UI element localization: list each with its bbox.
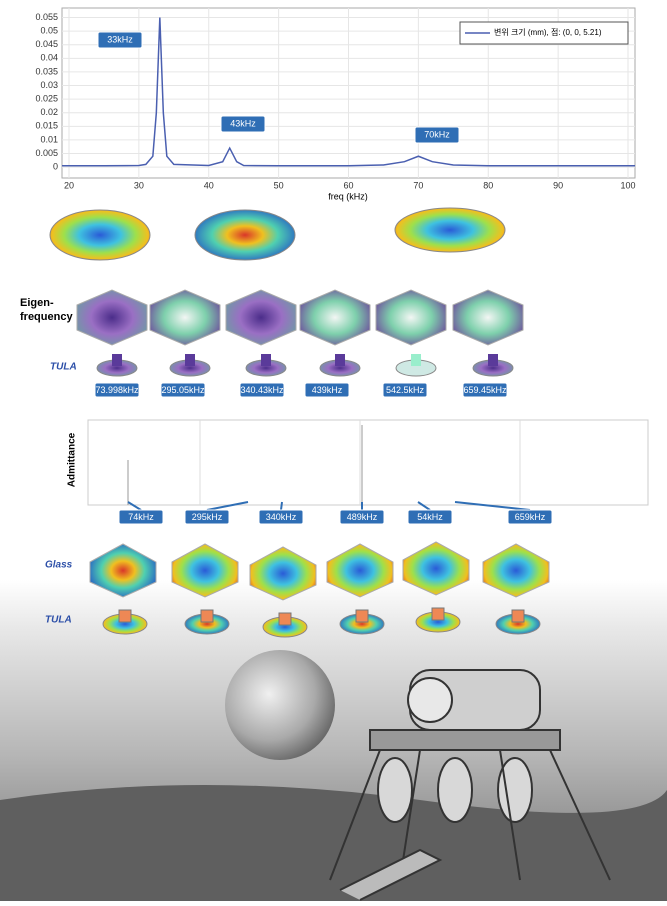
peak-label: 295kHz: [192, 512, 223, 522]
peak-label: 340kHz: [266, 512, 297, 522]
x-tick-label: 90: [553, 180, 563, 190]
frequency-label: 542.5kHz: [386, 385, 425, 395]
eigen-cube: [76, 289, 148, 346]
frequency-label: 295.05kHz: [161, 385, 205, 395]
glass-plate: [171, 543, 239, 598]
tula-disk-top: [200, 609, 214, 623]
tula-icon-top: [185, 354, 195, 366]
annotation-box: [97, 31, 143, 49]
peak-tag: [118, 509, 164, 525]
y-tick-label: 0.015: [35, 121, 58, 131]
y-tick-label: 0.025: [35, 93, 58, 103]
legend-label: 변위 크기 (mm), 점: (0, 0, 5.21): [494, 27, 602, 37]
x-tick-label: 80: [483, 180, 493, 190]
tula-icon-top: [335, 354, 345, 366]
moon-ground: [0, 785, 667, 901]
glass-plate: [402, 541, 470, 596]
glass-plate: [89, 543, 157, 598]
y-tick-label: 0.035: [35, 66, 58, 76]
tula-disk-top: [431, 607, 445, 621]
y-tick-label: 0.005: [35, 148, 58, 158]
y-tick-label: 0: [53, 161, 58, 171]
admittance-label: Admittance: [67, 432, 78, 487]
disk-images: [49, 207, 506, 261]
glass-plate: [326, 543, 394, 598]
peak-pointer: [127, 501, 142, 511]
admittance-grid: [199, 420, 521, 505]
annotation-box: [414, 126, 460, 144]
glass-plate: [249, 546, 317, 601]
y-tick-label: 0.02: [40, 107, 58, 117]
peak-tag: [407, 509, 453, 525]
glass-plate: [482, 543, 550, 598]
y-tick-label: 0.01: [40, 134, 58, 144]
earth: [225, 650, 335, 760]
eigen-cube: [149, 289, 221, 346]
y-tick-label: 0.04: [40, 53, 58, 63]
frequency-tag: [160, 382, 206, 398]
tula-icon-top: [261, 354, 271, 366]
x-axis-label: freq (kHz): [328, 191, 368, 201]
tula-icon-top: [488, 354, 498, 366]
x-tick-label: 20: [64, 180, 74, 190]
frequency-label: 73.998kHz: [95, 385, 139, 395]
eigen-images: [76, 289, 524, 377]
peak-tag: [507, 509, 553, 525]
peak-label: 54kHz: [417, 512, 443, 522]
tula-label-2: TULA: [45, 615, 72, 626]
peak-pointer: [280, 501, 283, 511]
tula-disk-top: [118, 609, 132, 623]
lander: [329, 669, 611, 901]
frequency-tag: [382, 382, 428, 398]
x-tick-label: 50: [274, 180, 284, 190]
peak-tag: [258, 509, 304, 525]
peak-tag: [184, 509, 230, 525]
x-tick-label: 30: [134, 180, 144, 190]
y-tick-label: 0.055: [35, 12, 58, 22]
eigen-cube: [452, 289, 524, 346]
eigen-cube: [375, 289, 447, 346]
frequency-label: 340.43kHz: [240, 385, 284, 395]
y-tick-label: 0.03: [40, 80, 58, 90]
series-line: [62, 17, 635, 167]
frequency-tag: [462, 382, 508, 398]
tula-icon-top: [411, 354, 421, 366]
tula-disk-top: [278, 612, 292, 626]
y-tick-label: 0.05: [40, 25, 58, 35]
tula-icon-top: [112, 354, 122, 366]
glass-label: Glass: [45, 560, 73, 571]
annotation: 43kHz: [230, 118, 256, 128]
annotation: 33kHz: [107, 34, 133, 44]
x-tick-label: 40: [204, 180, 214, 190]
x-tick-label: 100: [620, 180, 635, 190]
annotation-box: [220, 115, 266, 133]
frequency-label: 439kHz: [312, 385, 343, 395]
tula-label: TULA: [50, 362, 77, 373]
y-tick-label: 0.045: [35, 39, 58, 49]
peak-tag: [339, 509, 385, 525]
eigen-cube: [299, 289, 371, 346]
frequency-tag: [304, 382, 350, 398]
peak-label: 659kHz: [515, 512, 546, 522]
eigen-label: Eigen-frequency: [20, 297, 73, 323]
admittance-frame: [87, 419, 649, 506]
x-tick-label: 60: [343, 180, 353, 190]
x-tick-label: 70: [413, 180, 423, 190]
tula-disk-top: [355, 609, 369, 623]
peak-pointer: [206, 501, 249, 511]
legend: [459, 21, 629, 45]
peak-pointer: [454, 501, 531, 511]
eigen-cube: [225, 289, 297, 346]
peak-label: 489kHz: [347, 512, 378, 522]
annotation: 70kHz: [424, 129, 450, 139]
peak-pointer: [417, 501, 431, 511]
frequency-tag: [94, 382, 140, 398]
peak-label: 74kHz: [128, 512, 154, 522]
tula-disk-top: [511, 609, 525, 623]
glass-images: [89, 541, 550, 638]
frequency-tag: [239, 382, 285, 398]
frequency-label: 659.45kHz: [463, 385, 507, 395]
